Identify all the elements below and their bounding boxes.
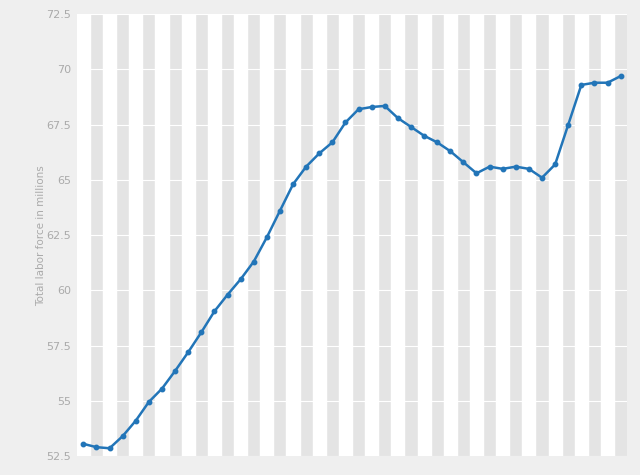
- Bar: [313, 14, 326, 456]
- Bar: [601, 14, 614, 456]
- Bar: [496, 14, 509, 456]
- Bar: [417, 14, 431, 456]
- Bar: [365, 14, 378, 456]
- Bar: [575, 14, 588, 456]
- Bar: [182, 14, 195, 456]
- Bar: [339, 14, 352, 456]
- Bar: [391, 14, 404, 456]
- Bar: [234, 14, 247, 456]
- Bar: [129, 14, 142, 456]
- Bar: [522, 14, 536, 456]
- Bar: [208, 14, 221, 456]
- Y-axis label: Total labor force in millions: Total labor force in millions: [36, 165, 46, 305]
- Bar: [444, 14, 457, 456]
- Bar: [548, 14, 562, 456]
- Bar: [260, 14, 273, 456]
- Bar: [77, 14, 90, 456]
- Bar: [156, 14, 168, 456]
- Bar: [470, 14, 483, 456]
- Bar: [103, 14, 116, 456]
- Bar: [287, 14, 300, 456]
